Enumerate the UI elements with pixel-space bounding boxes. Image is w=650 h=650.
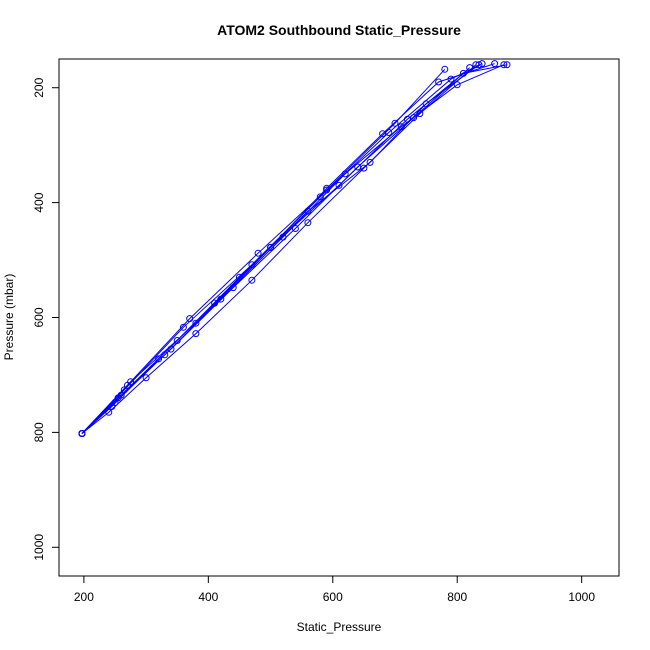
chart-title: ATOM2 Southbound Static_Pressure [217, 22, 461, 38]
data-point [391, 119, 399, 127]
data-point [267, 243, 275, 251]
y-tick-label: 400 [32, 192, 46, 212]
data-point [323, 186, 331, 194]
data-point [403, 115, 411, 123]
data-point [192, 330, 200, 338]
series-line [81, 64, 505, 434]
x-tick-label: 1000 [568, 590, 595, 604]
data-point [186, 315, 194, 323]
data-point [254, 249, 262, 257]
data-point [341, 170, 349, 178]
data-point [491, 60, 499, 68]
data-point [179, 323, 187, 331]
data-point [466, 64, 474, 72]
data-point [235, 273, 243, 281]
y-tick-label: 200 [32, 77, 46, 97]
data-point [354, 163, 362, 171]
y-tick-label: 800 [32, 422, 46, 442]
series-line [81, 63, 483, 434]
y-axis-label: Pressure (mbar) [2, 274, 16, 361]
data-point [248, 261, 256, 269]
y-tick-label: 1000 [32, 534, 46, 561]
data-point [304, 219, 312, 227]
data-point [248, 276, 256, 284]
series-line [81, 64, 508, 434]
data-point [173, 337, 181, 344]
x-tick-label: 200 [74, 590, 94, 604]
x-tick-label: 600 [323, 590, 343, 604]
data-point [229, 284, 237, 292]
data-point [142, 374, 150, 382]
series-layer [78, 60, 511, 437]
data-point [475, 61, 483, 69]
data-point [192, 319, 200, 327]
data-point [478, 60, 486, 68]
x-tick-label: 800 [447, 590, 467, 604]
data-point [316, 193, 324, 201]
data-point [503, 61, 511, 69]
plot-frame [58, 58, 620, 577]
data-point [441, 65, 449, 73]
data-point [127, 378, 135, 386]
data-point [435, 78, 443, 86]
data-point [447, 75, 455, 83]
series-8 [78, 61, 511, 437]
data-point [161, 351, 169, 359]
data-point [459, 69, 467, 77]
y-tick-label: 600 [32, 307, 46, 327]
data-point [366, 158, 374, 166]
x-tick-label: 400 [198, 590, 218, 604]
data-point [453, 81, 461, 89]
data-point [78, 430, 86, 437]
x-axis-label: Static_Pressure [297, 620, 382, 634]
data-point [335, 181, 343, 189]
series-line [81, 64, 477, 434]
